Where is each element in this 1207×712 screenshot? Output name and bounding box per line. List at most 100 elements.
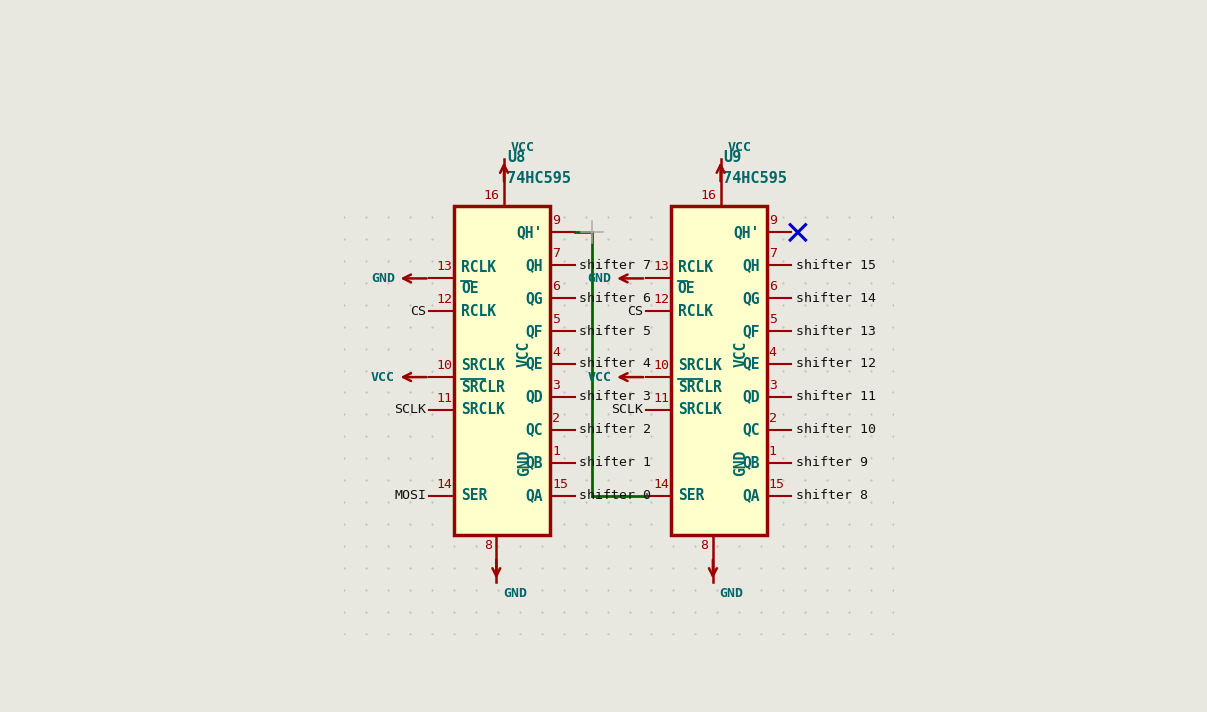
Text: QE: QE [742, 357, 759, 372]
Text: 15: 15 [553, 478, 568, 491]
Text: 14: 14 [653, 478, 669, 491]
Text: RCLK: RCLK [461, 260, 496, 275]
Text: QD: QD [742, 389, 759, 404]
Text: SCLK: SCLK [395, 404, 426, 417]
Text: 10: 10 [437, 359, 453, 372]
Text: shifter 3: shifter 3 [579, 390, 651, 403]
Text: U8: U8 [507, 150, 525, 165]
Text: CS: CS [626, 305, 642, 318]
Text: VCC: VCC [371, 371, 395, 384]
Text: 13: 13 [437, 261, 453, 273]
Text: SRCLK: SRCLK [461, 402, 505, 417]
Text: QG: QG [525, 290, 543, 305]
Text: GND: GND [733, 449, 748, 476]
Text: QF: QF [525, 323, 543, 338]
Text: 9: 9 [769, 214, 777, 227]
Text: QF: QF [742, 323, 759, 338]
Text: 7: 7 [553, 247, 560, 261]
Text: RCLK: RCLK [461, 304, 496, 319]
Text: 8: 8 [700, 540, 709, 553]
Text: U9: U9 [723, 150, 741, 165]
Text: 16: 16 [484, 189, 500, 201]
Text: QA: QA [525, 488, 543, 503]
Text: QH: QH [742, 258, 759, 273]
Text: VCC: VCC [517, 341, 531, 367]
Text: shifter 5: shifter 5 [579, 325, 651, 337]
Text: QC: QC [742, 422, 759, 437]
Text: 1: 1 [769, 445, 777, 458]
Text: shifter 12: shifter 12 [795, 357, 875, 370]
Text: VCC: VCC [511, 141, 535, 154]
Bar [454, 206, 550, 535]
Text: shifter 9: shifter 9 [795, 456, 868, 469]
Text: 5: 5 [769, 313, 777, 326]
Text: QE: QE [525, 357, 543, 372]
Text: SRCLK: SRCLK [678, 358, 722, 373]
Text: 6: 6 [769, 281, 777, 293]
Text: 74HC595: 74HC595 [723, 171, 787, 186]
Text: 74HC595: 74HC595 [507, 171, 571, 186]
Text: SRCLR: SRCLR [461, 379, 505, 395]
Text: 12: 12 [653, 293, 669, 306]
Text: QH': QH' [517, 225, 543, 240]
Text: CS: CS [410, 305, 426, 318]
Text: 16: 16 [700, 189, 716, 201]
Text: shifter 2: shifter 2 [579, 423, 651, 436]
Text: 11: 11 [653, 392, 669, 405]
Text: shifter 4: shifter 4 [579, 357, 651, 370]
Text: RCLK: RCLK [678, 304, 713, 319]
Text: shifter 14: shifter 14 [795, 292, 875, 305]
Text: shifter 7: shifter 7 [579, 258, 651, 272]
Text: GND: GND [503, 587, 527, 600]
Text: shifter 11: shifter 11 [795, 390, 875, 403]
Text: SER: SER [678, 488, 704, 503]
Text: QB: QB [525, 455, 543, 470]
Text: OE: OE [461, 281, 479, 296]
Text: 13: 13 [653, 261, 669, 273]
Text: GND: GND [371, 272, 395, 285]
Text: QC: QC [525, 422, 543, 437]
Text: 10: 10 [653, 359, 669, 372]
Text: QG: QG [742, 290, 759, 305]
Text: 12: 12 [437, 293, 453, 306]
Text: 3: 3 [553, 379, 560, 392]
Text: shifter 15: shifter 15 [795, 258, 875, 272]
Text: QA: QA [742, 488, 759, 503]
Text: 14: 14 [437, 478, 453, 491]
Text: MOSI: MOSI [395, 489, 426, 502]
Text: shifter 1: shifter 1 [579, 456, 651, 469]
Text: VCC: VCC [727, 141, 751, 154]
Text: 4: 4 [553, 346, 560, 359]
Text: 3: 3 [769, 379, 777, 392]
Text: shifter 10: shifter 10 [795, 423, 875, 436]
Text: 1: 1 [553, 445, 560, 458]
Text: 9: 9 [553, 214, 560, 227]
Text: 11: 11 [437, 392, 453, 405]
Text: shifter 0: shifter 0 [579, 489, 651, 502]
Bar [671, 206, 766, 535]
Text: GND: GND [588, 272, 612, 285]
Text: 4: 4 [769, 346, 777, 359]
Text: shifter 6: shifter 6 [579, 292, 651, 305]
Text: 15: 15 [769, 478, 785, 491]
Text: QD: QD [525, 389, 543, 404]
Text: 5: 5 [553, 313, 560, 326]
Text: QB: QB [742, 455, 759, 470]
Text: 8: 8 [484, 540, 492, 553]
Text: 2: 2 [553, 412, 560, 425]
Text: VCC: VCC [733, 341, 748, 367]
Text: SRCLK: SRCLK [461, 358, 505, 373]
Text: 7: 7 [769, 247, 777, 261]
Text: QH': QH' [733, 225, 759, 240]
Text: SRCLK: SRCLK [678, 402, 722, 417]
Text: SER: SER [461, 488, 488, 503]
Text: QH: QH [525, 258, 543, 273]
Text: SCLK: SCLK [611, 404, 642, 417]
Text: SRCLR: SRCLR [678, 379, 722, 395]
Text: GND: GND [517, 449, 531, 476]
Text: shifter 8: shifter 8 [795, 489, 868, 502]
Text: RCLK: RCLK [678, 260, 713, 275]
Text: VCC: VCC [588, 371, 612, 384]
Text: shifter 13: shifter 13 [795, 325, 875, 337]
Text: 6: 6 [553, 281, 560, 293]
